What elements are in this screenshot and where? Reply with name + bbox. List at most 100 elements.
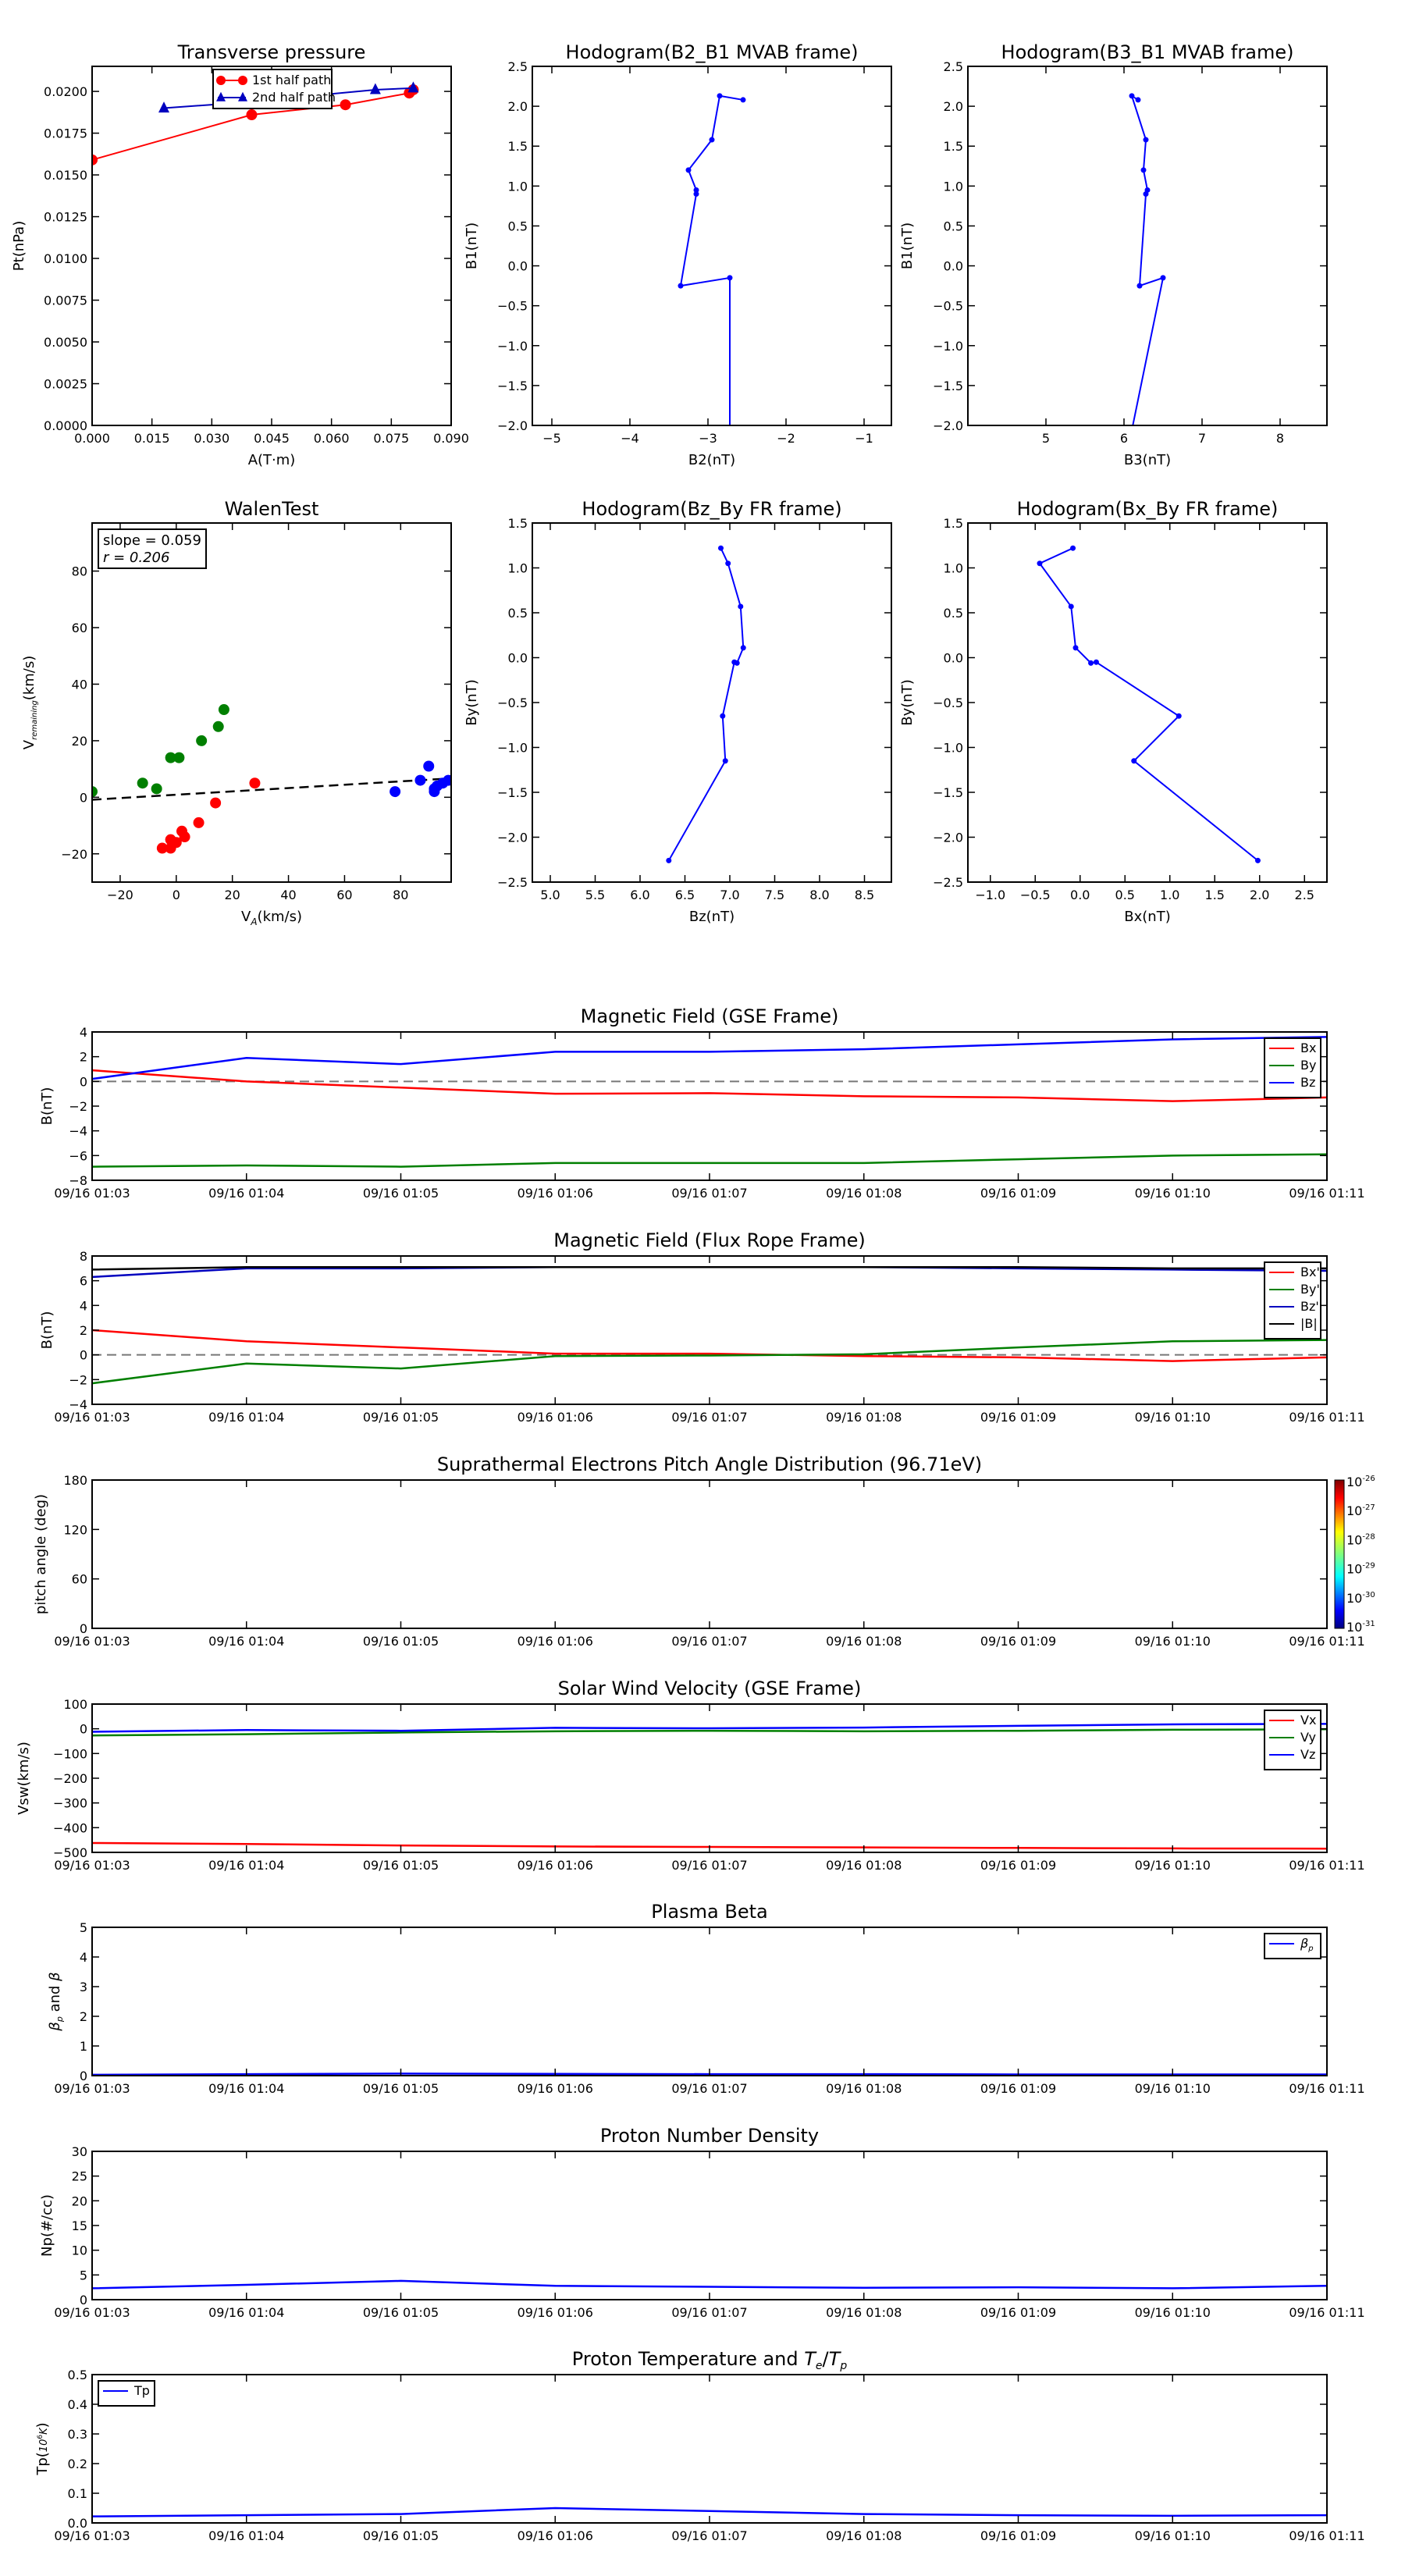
- data-point: [1176, 713, 1182, 719]
- x-axis-label: A(T·m): [248, 452, 296, 468]
- x-tick-label: 0.015: [134, 431, 170, 446]
- time-tick-label: 09/16 01:03: [54, 2305, 130, 2320]
- legend-marker: [238, 76, 247, 85]
- time-tick-label: 09/16 01:09: [980, 2081, 1056, 2096]
- data-point: [1131, 758, 1137, 764]
- legend: βp: [1264, 1933, 1321, 1959]
- data-point: [717, 93, 723, 99]
- panel-walen: −20 0 20 40 60 80 −20 0 20 40 60 80 WalenTest VA(km/s…: [21, 498, 452, 927]
- x-tick-label: 0: [173, 888, 180, 902]
- x-axis-label: B3(nT): [1124, 452, 1171, 468]
- y-tick-label: 2.5: [944, 59, 963, 74]
- x-tick-label: 5.0: [540, 888, 560, 902]
- y-tick-label: −8: [69, 1173, 87, 1188]
- legend: Vx Vy Vz: [1264, 1710, 1321, 1770]
- x-axis-label: Bz(nT): [689, 909, 735, 925]
- time-tick-label: 09/16 01:10: [1135, 1186, 1211, 1201]
- y-tick-label: 0: [80, 2069, 87, 2083]
- data-point: [709, 137, 715, 143]
- time-tick-label: 09/16 01:06: [518, 2528, 593, 2543]
- time-tick-label: 09/16 01:05: [363, 2081, 439, 2096]
- time-tick-label: 09/16 01:08: [826, 2081, 902, 2096]
- axes-frame: [91, 1479, 1328, 1629]
- panel-mag_gse: 09/16 01:03 09/16 01:04 09/16 01:05 09/16 0…: [39, 1005, 1365, 1201]
- time-tick-label: 09/16 01:06: [518, 1858, 593, 1873]
- x-tick-label: −1.0: [975, 888, 1005, 902]
- time-tick-label: 09/16 01:09: [980, 1186, 1056, 1201]
- panel-np: 09/16 01:03 09/16 01:04 09/16 01:05 09/16 0…: [39, 2125, 1365, 2320]
- y-tick-label: 180: [63, 1473, 87, 1488]
- y-tick-label: −1.5: [933, 379, 963, 393]
- legend: Bx' By' Bz' |B|: [1264, 1261, 1321, 1340]
- series-line-0: [1130, 94, 1165, 425]
- time-tick-label: 09/16 01:07: [671, 2305, 747, 2320]
- data-point: [179, 831, 190, 843]
- time-tick-label: 09/16 01:09: [980, 1410, 1056, 1425]
- panel-hodo_b2b1: −5 −4 −3 −2 −1 −2.0 −1.5 −1.0 −0.5 0.0 0.5 1.0 1.5 2.…: [464, 41, 892, 468]
- data-point: [193, 817, 205, 828]
- axes-frame: [967, 522, 1328, 883]
- colorbar-tick-label: 10-31: [1346, 1620, 1375, 1635]
- y-tick-label: 0.0075: [44, 294, 87, 308]
- colorbar-tick-label: 10-26: [1346, 1475, 1375, 1489]
- time-tick-label: 09/16 01:06: [518, 1634, 593, 1649]
- y-tick-label: −0.5: [933, 299, 963, 314]
- y-axis-label: B1(nT): [899, 222, 916, 269]
- x-axis-label: VA(km/s): [241, 909, 302, 927]
- y-tick-label: 0: [80, 1621, 87, 1636]
- y-axis-label: Vremaining(km/s): [21, 656, 39, 750]
- x-tick-label: 60: [336, 888, 352, 902]
- x-tick-label: 6.5: [675, 888, 695, 902]
- data-point: [720, 713, 726, 719]
- data-point: [212, 720, 224, 732]
- panel-vsw: 09/16 01:03 09/16 01:04 09/16 01:05 09/16 0…: [16, 1678, 1365, 1873]
- x-tick-label: 7.0: [720, 888, 739, 902]
- x-tick-label: 5: [1042, 431, 1050, 446]
- axes-frame: [91, 1031, 1328, 1181]
- data-point: [1037, 560, 1043, 567]
- time-tick-label: 09/16 01:04: [208, 2081, 284, 2096]
- x-tick-label: −0.5: [1020, 888, 1051, 902]
- data-point: [246, 109, 258, 121]
- data-point: [389, 786, 401, 798]
- y-axis-label: Vsw(km/s): [16, 1742, 32, 1815]
- y-tick-label: 2: [80, 1323, 87, 1338]
- x-tick-label: 40: [280, 888, 296, 902]
- panel-hodo_bzby: 5.0 5.5 6.0 6.5 7.0 7.5 8.0 8.5 −2.5 −2.0 −1.5 −1.0…: [464, 498, 892, 925]
- y-tick-label: 8: [80, 1249, 87, 1264]
- x-tick-label: −3: [699, 431, 717, 446]
- time-tick-label: 09/16 01:11: [1289, 1858, 1364, 1873]
- y-axis-label: Tp(106K): [34, 2422, 51, 2475]
- time-tick-label: 09/16 01:11: [1289, 2528, 1364, 2543]
- x-tick-label: 7: [1198, 431, 1206, 446]
- annotation-box: [98, 528, 207, 569]
- axes-frame: [532, 522, 892, 883]
- y-tick-label: −500: [53, 1845, 87, 1860]
- data-point: [165, 752, 176, 763]
- y-tick-label: 1.0: [508, 561, 528, 576]
- chart-title: Proton Number Density: [600, 2125, 819, 2147]
- legend-label: 1st half path: [252, 73, 331, 87]
- chart-title: Hodogram(Bz_By FR frame): [582, 498, 841, 520]
- y-tick-label: 0: [80, 2293, 87, 2307]
- x-tick-label: 0.090: [433, 431, 469, 446]
- y-tick-label: −4: [69, 1124, 87, 1139]
- data-point: [1070, 545, 1076, 551]
- x-tick-label: 1.0: [1160, 888, 1179, 902]
- time-tick-label: 09/16 01:08: [826, 2305, 902, 2320]
- time-tick-label: 09/16 01:10: [1135, 2081, 1211, 2096]
- data-point: [740, 97, 746, 103]
- y-tick-label: 60: [72, 621, 87, 635]
- panel-transverse: 0.000 0.015 0.030 0.045 0.060 0.075 0.090 0.000…: [11, 41, 469, 468]
- time-tick-label: 09/16 01:05: [363, 1634, 439, 1649]
- axes-frame: [91, 1255, 1328, 1405]
- series-line-0: [667, 547, 745, 861]
- y-tick-label: 3: [80, 1980, 87, 1994]
- axes-frame: [91, 2151, 1328, 2300]
- y-tick-label: 120: [63, 1522, 87, 1537]
- y-tick-label: −1.5: [933, 785, 963, 800]
- data-point: [443, 774, 451, 786]
- x-tick-label: 0.000: [74, 431, 110, 446]
- y-tick-label: 0.5: [508, 606, 528, 621]
